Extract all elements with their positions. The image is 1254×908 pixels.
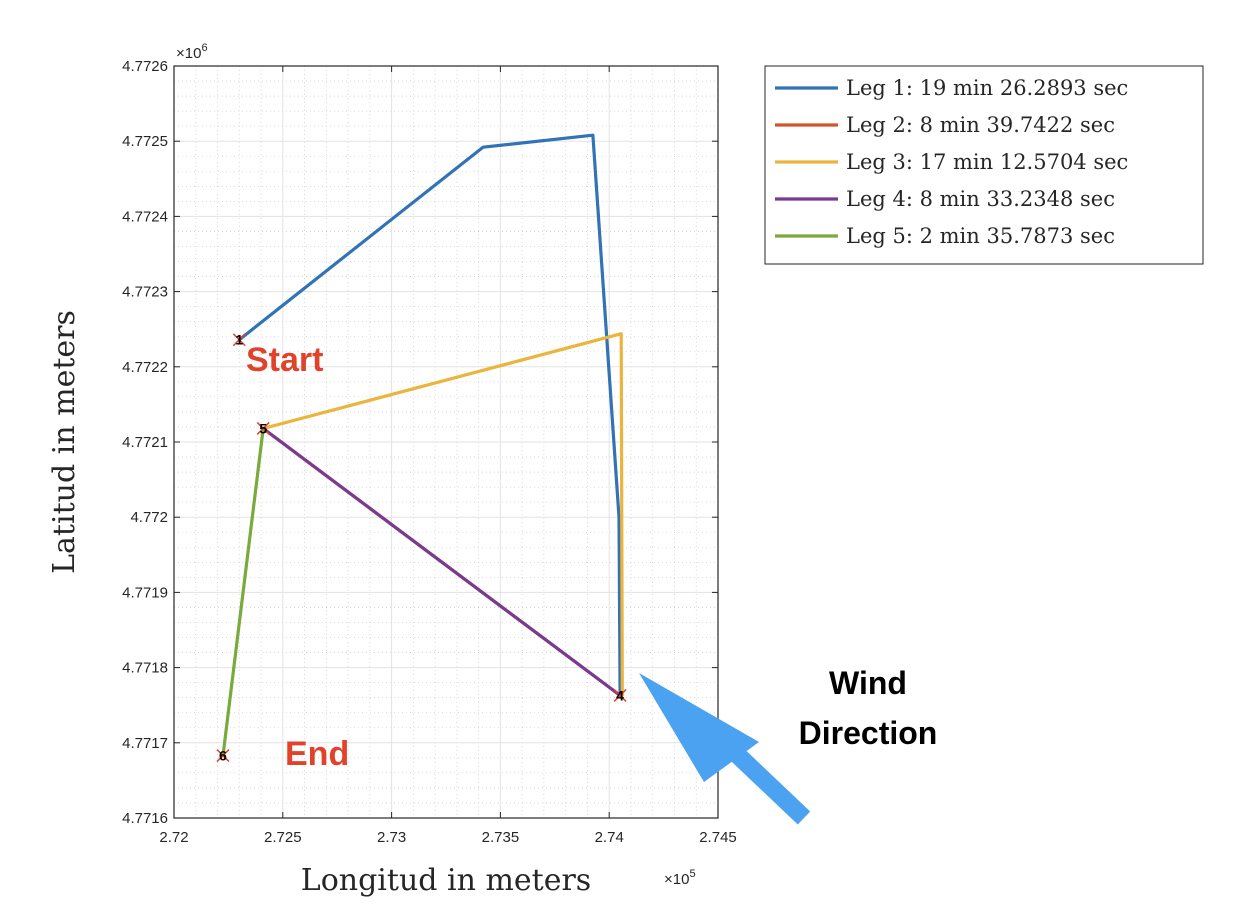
y-tick-label: 4.7722: [122, 359, 168, 376]
start-annotation: Start: [246, 341, 323, 379]
y-tick-label: 4.7726: [122, 58, 168, 75]
y-tick-label: 4.772: [130, 509, 168, 526]
y-tick-label: 4.7718: [122, 660, 168, 677]
wind-label-line2: Direction: [799, 715, 938, 751]
x-tick-label: 2.745: [699, 829, 737, 846]
legend-label: Leg 2: 8 min 39.7422 sec: [846, 113, 1115, 137]
y-tick-label: 4.7717: [122, 735, 168, 752]
x-tick-labels: 2.72 2.725 2.73 2.735 2.74 2.745: [159, 829, 736, 846]
waypoint-cross-icon: [216, 749, 230, 763]
waypoint-1: 1: [232, 332, 246, 348]
legend-item-leg-4: Leg 4: 8 min 33.2348 sec: [775, 187, 1115, 211]
y-tick-label: 4.7721: [122, 434, 168, 451]
waypoint-cross-icon: [256, 421, 270, 435]
waypoint-6: 6: [216, 748, 230, 764]
legend-label: Leg 3: 17 min 12.5704 sec: [846, 150, 1128, 174]
legend-item-leg-2: Leg 2: 8 min 39.7422 sec: [775, 113, 1115, 137]
x-multiplier: ×105: [664, 868, 696, 888]
waypoint-label: 1: [235, 332, 243, 348]
waypoint-5: 5: [256, 420, 270, 436]
wind-label-line1: Wind: [829, 665, 907, 701]
waypoint-label: 6: [219, 748, 227, 764]
waypoint-cross-icon: [613, 688, 627, 702]
y-tick-label: 4.7716: [122, 810, 168, 827]
legend-label: Leg 1: 19 min 26.2893 sec: [846, 76, 1128, 100]
y-tick-labels: 4.7716 4.7717 4.7718 4.7719 4.772 4.7721 4.772…: [122, 58, 168, 827]
x-axis-label: Longitud in meters: [301, 863, 591, 898]
series-layer: [221, 133, 624, 758]
waypoint-label: 5: [259, 420, 267, 436]
x-tick-label: 2.72: [159, 829, 188, 846]
x-tick-label: 2.735: [482, 829, 520, 846]
legend-item-leg-5: Leg 5: 2 min 35.7873 sec: [775, 224, 1115, 248]
waypoint-cross-icon: [232, 333, 246, 347]
waypoint-label: 4: [616, 687, 624, 703]
x-tick-label: 2.725: [264, 829, 302, 846]
y-tick-label: 4.7725: [122, 133, 168, 150]
series-line-leg-4: [261, 426, 622, 698]
legend-item-leg-3: Leg 3: 17 min 12.5704 sec: [775, 150, 1128, 174]
y-axis-label: Latitud in meters: [47, 310, 82, 574]
waypoint-4: 4: [613, 687, 627, 703]
x-tick-label: 2.73: [377, 829, 406, 846]
y-tick-label: 4.7724: [122, 208, 168, 225]
end-annotation: End: [285, 735, 349, 773]
legend: Leg 1: 19 min 26.2893 sec Leg 2: 8 min 39…: [764, 65, 1204, 265]
y-tick-label: 4.7723: [122, 284, 168, 301]
legend-box: [764, 65, 1204, 265]
legend-label: Leg 5: 2 min 35.7873 sec: [846, 224, 1115, 248]
series-line-leg-3: [261, 332, 624, 698]
wind-arrow-icon: [639, 673, 811, 825]
x-tick-label: 2.74: [595, 829, 624, 846]
series-line-leg-5: [221, 426, 265, 758]
legend-label: Leg 4: 8 min 33.2348 sec: [846, 187, 1115, 211]
y-tick-label: 4.7719: [122, 584, 168, 601]
legend-item-leg-1: Leg 1: 19 min 26.2893 sec: [775, 76, 1128, 100]
y-multiplier: ×106: [176, 42, 208, 62]
series-line-leg-1: [237, 133, 622, 698]
